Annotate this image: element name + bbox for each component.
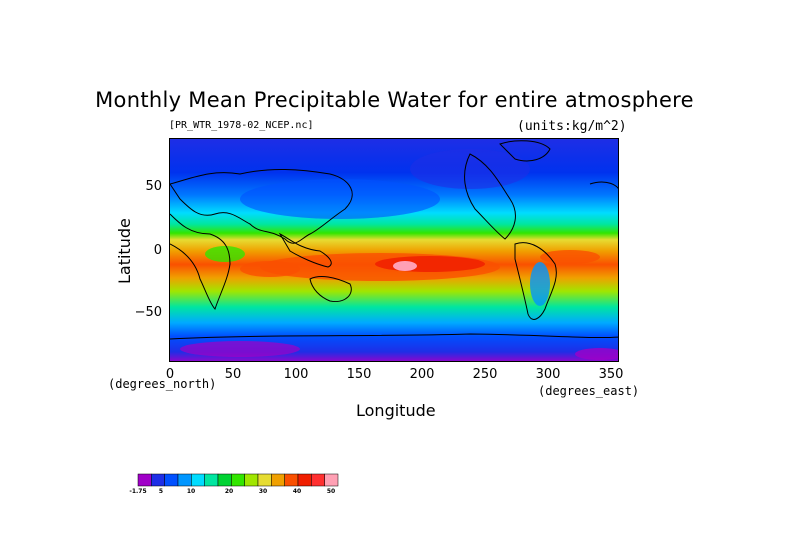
colorbar-tick-5: 40 (292, 488, 302, 495)
x-tick-100: 100 (283, 367, 309, 382)
dataset-filename: [PR_WTR_1978-02_NCEP.nc] (169, 120, 314, 131)
y-unit-label: (degrees_north) (108, 377, 217, 391)
x-tick-0: 0 (165, 367, 175, 382)
colorbar-swatch (231, 473, 245, 487)
x-unit-label: (degrees_east) (538, 384, 640, 398)
y-tick-minus50: −50 (134, 305, 162, 320)
x-tick-250: 250 (472, 367, 498, 382)
map-plot (169, 138, 619, 362)
colorbar-swatch (244, 473, 259, 487)
colorbar-swatch (271, 473, 285, 487)
x-tick-150: 150 (346, 367, 372, 382)
colorbar-swatch (217, 473, 232, 487)
x-tick-50: 50 (224, 367, 242, 382)
colorbar (137, 472, 339, 491)
warm-pool-patches (180, 149, 618, 360)
colorbar-swatch (284, 473, 299, 487)
colorbar-tick-2: 10 (186, 488, 196, 495)
colorbar-swatch (324, 473, 339, 487)
colorbar-swatch (177, 473, 192, 487)
colorbar-swatch (204, 473, 219, 487)
x-tick-350: 350 (598, 367, 624, 382)
x-tick-300: 300 (535, 367, 561, 382)
colorbar-tick-0: -1.75 (129, 488, 147, 495)
colorbar-swatch (191, 473, 205, 487)
x-axis-label: Longitude (356, 401, 436, 420)
colorbar-swatch (137, 473, 152, 487)
colorbar-swatch (311, 473, 325, 487)
colorbar-tick-6: 50 (326, 488, 336, 495)
coastlines (170, 140, 618, 340)
units-label: (units:kg/m^2) (517, 119, 627, 134)
y-axis-label: Latitude (115, 218, 134, 284)
colorbar-tick-1: 5 (158, 488, 164, 495)
colorbar-swatch (164, 473, 179, 487)
y-tick-50: 50 (145, 179, 162, 194)
colorbar-swatches (137, 473, 339, 487)
colorbar-swatch (297, 473, 312, 487)
colorbar-tick-3: 20 (224, 488, 234, 495)
y-tick-0: 0 (153, 243, 162, 258)
x-tick-200: 200 (409, 367, 435, 382)
chart-title: Monthly Mean Precipitable Water for enti… (95, 88, 694, 112)
colorbar-swatch (151, 473, 165, 487)
colorbar-tick-4: 30 (258, 488, 268, 495)
heatmap-field (170, 139, 618, 361)
colorbar-swatch (257, 473, 272, 487)
